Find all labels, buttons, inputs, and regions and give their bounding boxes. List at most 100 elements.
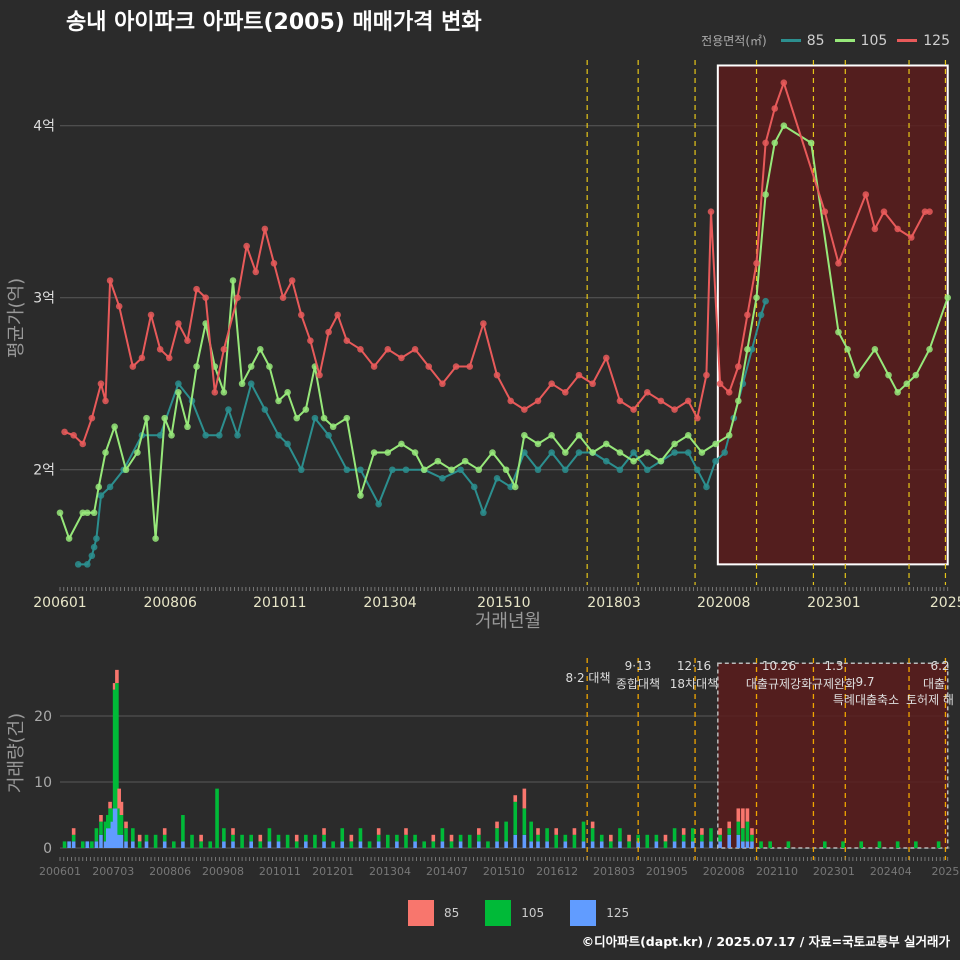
legend-item-85: 85 <box>780 33 825 49</box>
bar-85-73 <box>627 834 631 842</box>
point-125-18 <box>220 346 228 353</box>
bar-legend-item-105: 105 <box>485 900 544 926</box>
bar-105-9 <box>106 815 110 829</box>
bar-x-tick-label-8: 201510 <box>483 865 525 878</box>
point-125-32 <box>357 346 364 353</box>
point-105-50 <box>575 432 583 439</box>
x-tick-label-2: 201011 <box>253 595 306 611</box>
point-125-40 <box>466 363 474 370</box>
point-125-50 <box>602 354 610 362</box>
point-85-17 <box>261 406 269 413</box>
bar-105-38 <box>313 834 317 848</box>
bar-85-87 <box>745 808 750 822</box>
point-125-67 <box>780 79 788 86</box>
bar-125-59 <box>504 841 508 848</box>
point-105-20 <box>229 277 237 284</box>
bar-105-68 <box>581 821 586 842</box>
point-105-73 <box>885 371 892 379</box>
point-125-2 <box>79 440 87 448</box>
point-85-1 <box>84 561 91 568</box>
point-105-0 <box>56 509 64 517</box>
point-105-47 <box>534 440 542 448</box>
point-105-64 <box>753 294 760 302</box>
bar-105-96 <box>895 841 900 848</box>
point-105-31 <box>329 423 337 431</box>
bar-legend-item-125: 125 <box>570 900 629 926</box>
point-105-77 <box>926 346 933 353</box>
bar-105-45 <box>376 834 381 842</box>
bar-105-51 <box>431 841 436 848</box>
bar-125-37 <box>304 841 308 848</box>
bar-105-30 <box>240 834 244 848</box>
legend-swatch-105 <box>834 39 855 42</box>
bar-85-14 <box>117 788 121 809</box>
point-105-67 <box>780 122 788 129</box>
point-105-65 <box>762 191 769 198</box>
bar-125-12 <box>112 808 117 848</box>
bar-105-34 <box>276 834 281 842</box>
point-125-51 <box>616 397 624 405</box>
policy-text-label-3: 대출규제강화 <box>746 677 812 691</box>
policy-text-label-6: 토허제 해 <box>906 693 954 707</box>
point-105-69 <box>835 328 842 336</box>
point-85-20 <box>297 466 305 474</box>
point-125-42 <box>493 371 501 379</box>
point-125-69 <box>835 260 842 267</box>
point-85-47 <box>684 449 692 456</box>
point-105-41 <box>461 457 469 465</box>
bar-105-54 <box>458 834 463 842</box>
bar-125-64 <box>545 841 549 848</box>
bar-105-43 <box>358 828 363 842</box>
bar-105-60 <box>513 801 518 835</box>
y-tick-label-2: 4억 <box>33 119 55 135</box>
point-105-51 <box>589 449 596 456</box>
point-105-56 <box>657 457 665 465</box>
point-105-39 <box>434 457 442 465</box>
point-85-5 <box>97 492 105 499</box>
bar-85-77 <box>663 834 668 842</box>
bar-105-86 <box>741 828 745 842</box>
policy-date-label-7: 6.2 <box>930 659 949 673</box>
bar-x-tick-label-4: 201011 <box>259 865 301 878</box>
point-85-43 <box>630 449 637 456</box>
point-105-8 <box>122 466 130 474</box>
bar-105-53 <box>449 841 454 848</box>
point-105-1 <box>65 535 73 542</box>
bar-125-63 <box>536 841 540 848</box>
policy-text-label-2: 18차대책 <box>670 676 718 691</box>
point-105-27 <box>293 414 301 422</box>
x-tick-label-1: 200806 <box>143 595 197 611</box>
x-tick-label-3: 201304 <box>363 595 417 611</box>
bar-y-tick-label-0: 0 <box>43 841 52 857</box>
x-tick-label-8: 2025 <box>930 595 960 611</box>
bar-105-7 <box>99 821 103 835</box>
y-tick-label-0: 2억 <box>33 463 55 479</box>
point-85-15 <box>234 432 241 439</box>
bar-125-60 <box>513 834 518 848</box>
bottom-legend: 85 105 125 <box>408 900 643 926</box>
bar-105-77 <box>663 841 668 848</box>
point-125-27 <box>307 337 314 345</box>
point-105-74 <box>894 389 901 396</box>
bar-105-92 <box>823 841 827 848</box>
bar-x-tick-label-10: 201803 <box>593 865 635 878</box>
bar-x-tick-label-2: 200806 <box>149 865 191 878</box>
bar-105-32 <box>258 841 263 848</box>
point-125-60 <box>716 380 724 388</box>
bar-legend-label-125: 125 <box>606 906 630 920</box>
bar-125-69 <box>590 841 595 848</box>
bar-105-88 <box>750 834 754 842</box>
bar-85-16 <box>124 821 128 829</box>
point-125-63 <box>744 311 751 319</box>
point-105-52 <box>602 440 610 448</box>
bar-125-21 <box>162 841 167 848</box>
bar-125-47 <box>395 841 399 848</box>
bar-105-57 <box>486 841 490 848</box>
point-85-16 <box>247 380 255 388</box>
bar-125-80 <box>690 841 695 848</box>
bar-105-76 <box>654 834 659 842</box>
point-105-19 <box>220 389 228 396</box>
bar-125-17 <box>131 841 135 848</box>
point-85-38 <box>562 466 569 474</box>
bar-105-93 <box>841 841 845 848</box>
